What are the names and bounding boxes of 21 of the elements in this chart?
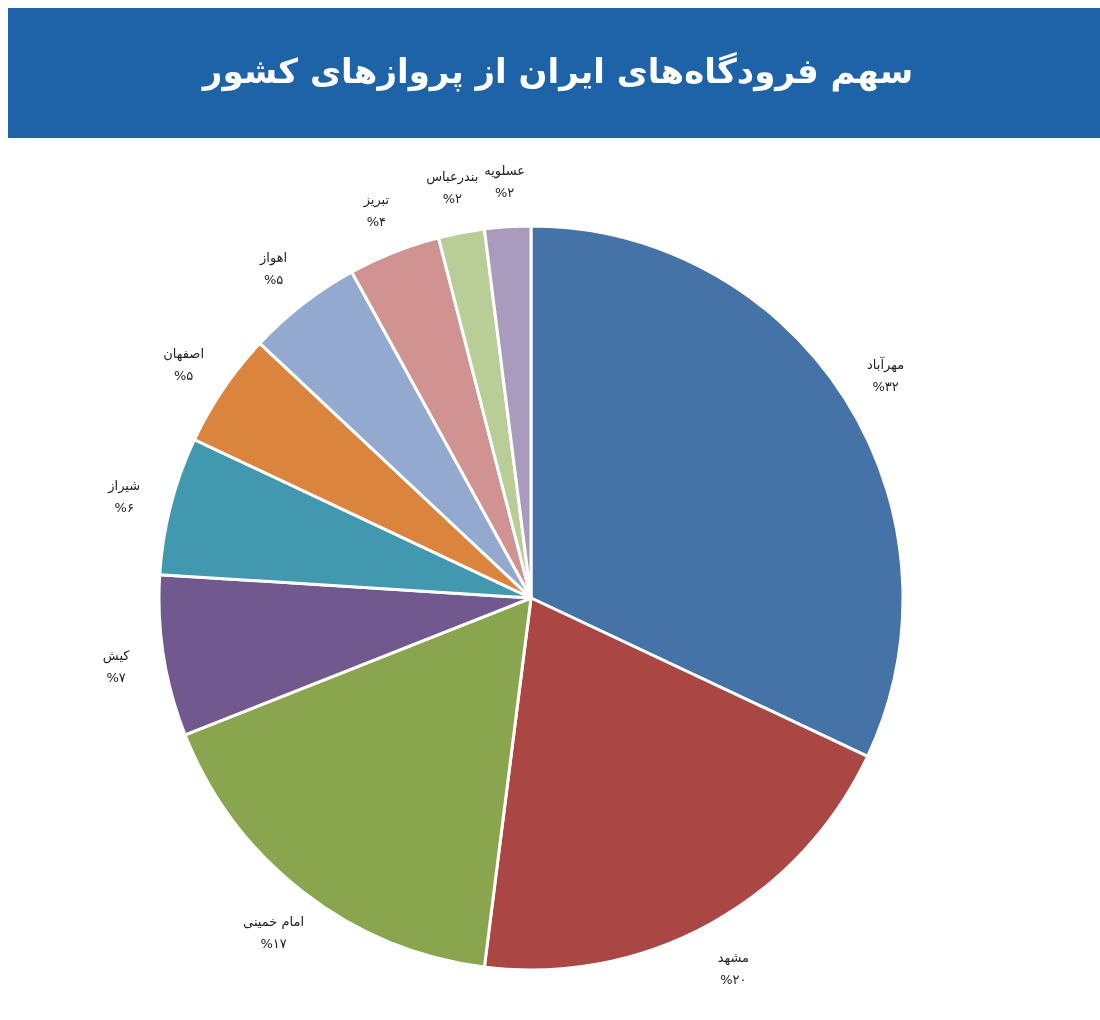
data-label: %۲ (494, 184, 515, 200)
data-label: %۵ (173, 367, 194, 383)
data-label: %۴ (366, 213, 387, 229)
slice-label: کیش (102, 647, 131, 664)
data-label: %۵ (263, 272, 284, 288)
data-label: %۶ (114, 499, 134, 515)
slice-label: مشهد (717, 950, 750, 967)
data-label: %۷ (106, 669, 126, 685)
slice-label: مهرآباد (867, 355, 905, 373)
slice-label: اهواز (259, 250, 288, 267)
data-label: %۲ (442, 191, 462, 207)
data-label: %۳۲ (872, 378, 899, 394)
slice-label: عسلویه (484, 162, 526, 179)
slice-label: شیراز (107, 477, 141, 494)
slice-label: اصفهان (163, 345, 204, 362)
slice-label: تبریز (362, 191, 390, 208)
slice-label: امام خمینی (243, 913, 305, 929)
data-label: %۲۰ (720, 972, 747, 988)
slice-label: بندرعباس (426, 169, 479, 186)
data-label: %۱۷ (260, 935, 287, 951)
chart-title: سهم فرودگاه‌های ایران از پروازهای کشور (200, 51, 914, 92)
